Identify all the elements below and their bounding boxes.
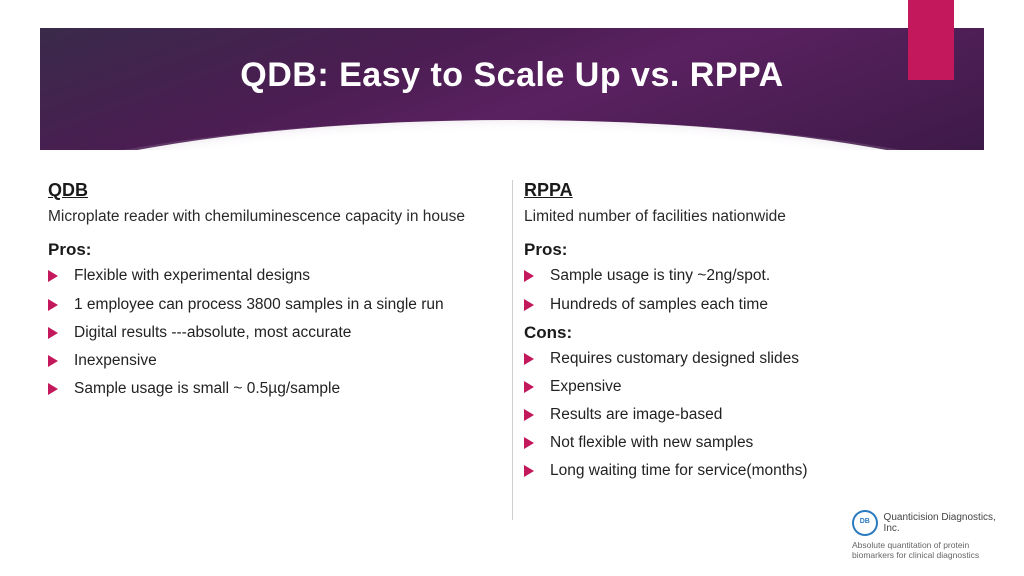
right-column: RPPA Limited number of facilities nation… bbox=[524, 180, 976, 556]
body-area: QDB Microplate reader with chemiluminesc… bbox=[48, 180, 976, 556]
accent-tab bbox=[908, 0, 954, 80]
right-cons-label: Cons: bbox=[524, 323, 966, 343]
list-item: Results are image-based bbox=[524, 405, 966, 425]
list-item: Inexpensive bbox=[48, 351, 490, 371]
list-item: Requires customary designed slides bbox=[524, 349, 966, 369]
list-item: Flexible with experimental designs bbox=[48, 266, 490, 286]
left-pros-list: Flexible with experimental designs 1 emp… bbox=[48, 266, 490, 399]
logo-tagline: Absolute quantitation of protein biomark… bbox=[852, 540, 1012, 560]
list-item: Expensive bbox=[524, 377, 966, 397]
list-item: 1 employee can process 3800 samples in a… bbox=[48, 295, 490, 315]
left-pros-label: Pros: bbox=[48, 240, 490, 260]
right-pros-label: Pros: bbox=[524, 240, 966, 260]
right-pros-list: Sample usage is tiny ~2ng/spot. Hundreds… bbox=[524, 266, 966, 314]
left-column: QDB Microplate reader with chemiluminesc… bbox=[48, 180, 500, 556]
right-subtitle: Limited number of facilities nationwide bbox=[524, 207, 966, 226]
slide-title: QDB: Easy to Scale Up vs. RPPA bbox=[0, 56, 1024, 95]
list-item: Digital results ---absolute, most accura… bbox=[48, 323, 490, 343]
logo-company: Quanticision Diagnostics, Inc. bbox=[884, 512, 1012, 534]
list-item: Long waiting time for service(months) bbox=[524, 461, 966, 481]
left-subtitle: Microplate reader with chemiluminescence… bbox=[48, 207, 490, 226]
left-heading: QDB bbox=[48, 180, 490, 201]
header-curve bbox=[40, 120, 984, 150]
footer-logo: DB Quanticision Diagnostics, Inc. Absolu… bbox=[852, 510, 1012, 560]
list-item: Sample usage is small ~ 0.5µg/sample bbox=[48, 379, 490, 399]
logo-circle-icon: DB bbox=[852, 510, 878, 536]
list-item: Sample usage is tiny ~2ng/spot. bbox=[524, 266, 966, 286]
list-item: Not flexible with new samples bbox=[524, 433, 966, 453]
right-heading: RPPA bbox=[524, 180, 966, 201]
list-item: Hundreds of samples each time bbox=[524, 295, 966, 315]
logo-row: DB Quanticision Diagnostics, Inc. bbox=[852, 510, 1012, 536]
slide: QDB: Easy to Scale Up vs. RPPA QDB Micro… bbox=[0, 0, 1024, 576]
right-cons-list: Requires customary designed slides Expen… bbox=[524, 349, 966, 482]
